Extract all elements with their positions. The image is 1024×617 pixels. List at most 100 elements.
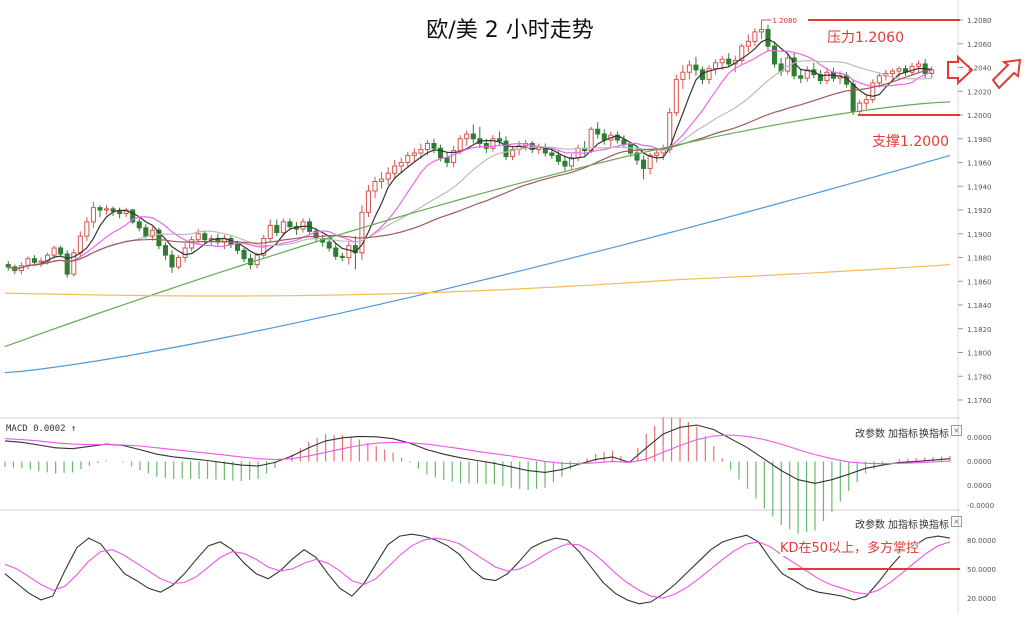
- candle-body: [169, 254, 175, 268]
- candle-body: [182, 247, 188, 258]
- candle-body: [385, 172, 391, 180]
- price-tick-label: 1.2080: [967, 17, 992, 25]
- candle-body: [916, 63, 922, 67]
- candle-body: [189, 239, 195, 249]
- candle-body: [896, 68, 902, 72]
- candle-body: [71, 252, 77, 275]
- moving-average-line: [8, 49, 932, 270]
- candle-body: [870, 82, 876, 101]
- kd-close-icon[interactable]: ×: [951, 516, 962, 527]
- kd-tick-label: 20.0000: [967, 595, 996, 603]
- candle-body: [568, 157, 575, 167]
- price-tick-label: 1.2040: [967, 65, 992, 73]
- arrow-up-right-icon: [991, 58, 1022, 90]
- candle-body: [156, 229, 162, 247]
- support-label: 支撑1.2000: [872, 134, 949, 150]
- kd-tick-label: 50.0000: [967, 566, 996, 574]
- candle-body: [103, 208, 110, 211]
- candle-body: [726, 58, 732, 65]
- macd-change-params-button[interactable]: 改参数: [855, 429, 885, 440]
- candle-body: [719, 58, 725, 64]
- macd-switch-indicator-button[interactable]: 换指标: [919, 429, 949, 440]
- candle-body: [686, 64, 692, 73]
- candle-body: [647, 154, 653, 169]
- candle-body: [693, 64, 699, 71]
- kd-add-indicator-button[interactable]: 加指标: [888, 520, 918, 531]
- candle-body: [549, 152, 555, 156]
- candle-body: [863, 99, 869, 104]
- candle-body: [110, 208, 116, 212]
- candle-body: [745, 40, 751, 47]
- candle-body: [117, 210, 123, 215]
- chart-title: 欧/美 2 小时走势: [426, 18, 594, 43]
- candle-body: [424, 143, 430, 150]
- candle-body: [457, 138, 463, 152]
- candle-body: [667, 112, 673, 150]
- candle-body: [84, 221, 90, 237]
- candle-body: [411, 152, 417, 156]
- candle-body: [51, 247, 57, 256]
- candle-body: [333, 247, 339, 257]
- macd-label: MACD 0.0002 ↑: [6, 424, 77, 434]
- candle-body: [791, 57, 797, 77]
- moving-average-line: [4, 154, 951, 374]
- candle-body: [929, 69, 935, 74]
- candle-body: [562, 160, 568, 167]
- candle-body: [339, 255, 345, 258]
- price-tick-label: 1.1940: [967, 183, 992, 191]
- price-tick-label: 1.1820: [967, 326, 992, 334]
- candle-body: [234, 243, 241, 251]
- moving-average-line: [4, 101, 951, 348]
- candle-body: [634, 152, 640, 161]
- candle-body: [77, 235, 83, 254]
- candle-body: [143, 227, 149, 237]
- candle-body: [510, 148, 516, 158]
- candle-body: [857, 102, 863, 112]
- macd-tick-label: 0.0000: [967, 482, 992, 490]
- candle-body: [431, 143, 437, 149]
- candle-body: [673, 78, 679, 114]
- macd-add-indicator-button[interactable]: 加指标: [888, 429, 918, 440]
- candle-body: [490, 138, 496, 149]
- candle-body: [850, 83, 856, 112]
- candle-body: [202, 233, 208, 241]
- kd-change-params-button[interactable]: 改参数: [855, 520, 885, 531]
- candle-body: [267, 224, 273, 239]
- price-tick-label: 1.1880: [967, 255, 992, 263]
- moving-average-line: [4, 264, 951, 297]
- macd-dea-line: [4, 434, 951, 465]
- candle-body: [641, 159, 647, 169]
- candle-body: [758, 29, 764, 33]
- price-tick-label: 1.2060: [967, 41, 992, 49]
- candle-body: [739, 45, 745, 61]
- moving-average-line: [8, 69, 932, 270]
- kd-k-line: [4, 533, 951, 605]
- candle-body: [25, 258, 31, 267]
- candle-body: [90, 207, 96, 223]
- candle-body: [483, 143, 489, 149]
- price-tick-label: 1.1960: [967, 160, 992, 168]
- kd-switch-indicator-button[interactable]: 换指标: [919, 520, 949, 531]
- price-tick-label: 1.1900: [967, 231, 992, 239]
- candle-body: [706, 68, 712, 80]
- candle-body: [555, 154, 561, 162]
- kd-d-line: [4, 537, 951, 599]
- candle-body: [195, 233, 201, 241]
- price-tick-label: 1.1980: [967, 136, 992, 144]
- candle-body: [97, 207, 103, 211]
- candle-body: [817, 74, 823, 82]
- candle-body: [785, 57, 791, 72]
- candle-body: [595, 128, 601, 135]
- candle-body: [365, 190, 372, 213]
- macd-close-icon[interactable]: ×: [951, 425, 962, 436]
- candle-body: [359, 211, 365, 254]
- candle-body: [464, 133, 470, 140]
- candle-body: [876, 75, 882, 84]
- candle-body: [680, 71, 686, 80]
- price-tick-label: 1.1860: [967, 278, 992, 286]
- candle-body: [372, 181, 378, 192]
- macd-tick-label: 0.0000: [967, 434, 992, 442]
- resistance-label: 压力1.2060: [827, 30, 904, 46]
- candle-body: [804, 69, 810, 79]
